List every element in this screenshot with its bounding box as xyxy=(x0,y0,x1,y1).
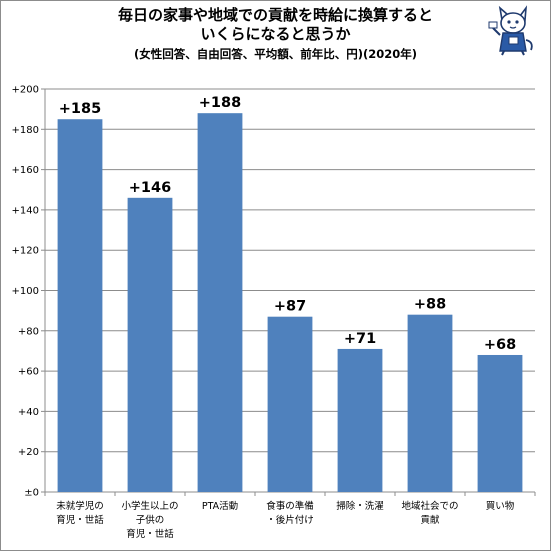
bar xyxy=(197,113,243,493)
y-tick-label: +180 xyxy=(12,125,39,136)
x-category-label: 小学生以上の xyxy=(121,500,178,512)
bars xyxy=(57,113,523,493)
x-category-label: 育児・世話 xyxy=(56,514,104,526)
y-tick-label: +160 xyxy=(12,165,39,176)
x-category-label: 掃除・洗濯 xyxy=(336,500,384,512)
chart-title-line1: 毎日の家事や地域での貢献を時給に換算すると xyxy=(117,6,433,24)
y-tick-label: +20 xyxy=(18,447,39,458)
chart-title-block: 毎日の家事や地域での貢献を時給に換算すると いくらになると思うか (女性回答、自… xyxy=(0,6,551,63)
bar xyxy=(477,354,523,492)
y-tick-label: +120 xyxy=(12,246,39,257)
bar xyxy=(337,348,383,492)
bar xyxy=(407,314,453,492)
data-label: +185 xyxy=(59,101,101,117)
y-tick-label: +100 xyxy=(12,286,39,297)
chart-subtitle: (女性回答、自由回答、平均額、前年比、円)(2020年) xyxy=(133,47,418,61)
data-label: +88 xyxy=(414,297,446,313)
data-labels: +185 +146 +188 +87 +71 +88 +68 xyxy=(59,95,516,353)
y-tick-label: ±0 xyxy=(24,488,39,499)
x-category-label: 育児・世話 xyxy=(126,528,174,540)
bar xyxy=(57,119,103,492)
data-label: +146 xyxy=(129,180,171,196)
x-category-label: PTA活動 xyxy=(202,500,238,512)
y-tick-label: +80 xyxy=(18,326,39,337)
x-category-label: 未就学児の xyxy=(56,500,104,512)
data-label: +188 xyxy=(199,95,241,111)
cat-mascot-icon xyxy=(488,4,536,56)
x-category-label: 貢献 xyxy=(420,514,440,526)
data-label: +87 xyxy=(274,299,306,315)
x-category-label: 食事の準備 xyxy=(266,500,314,512)
data-label: +68 xyxy=(484,337,516,353)
bar xyxy=(127,197,173,492)
y-tick-label: +140 xyxy=(12,205,39,216)
y-axis-ticks: ±0 +20 +40 +60 +80 +100 +120 +140 +160 +180 +200 xyxy=(12,85,45,499)
bar xyxy=(267,316,313,492)
x-category-label: 買い物 xyxy=(486,500,515,512)
x-category-label: 子供の xyxy=(136,514,165,526)
data-label: +71 xyxy=(344,331,376,347)
chart-title-line2: いくらになると思うか xyxy=(200,25,351,43)
y-tick-label: +60 xyxy=(18,367,39,378)
x-category-label: 地域社会での xyxy=(401,500,458,512)
y-tick-label: +200 xyxy=(12,85,39,96)
x-category-label: ・後片付け xyxy=(266,514,314,526)
y-tick-label: +40 xyxy=(18,407,39,418)
